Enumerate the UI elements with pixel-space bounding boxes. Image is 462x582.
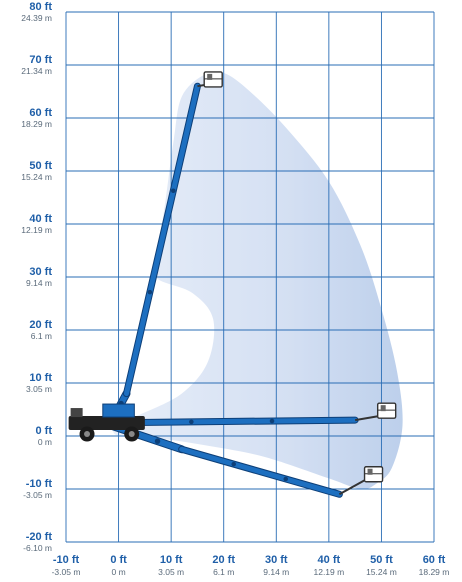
boom-lower-section-joint (154, 438, 161, 444)
lift-chassis (68, 403, 145, 442)
envelope-area (113, 71, 403, 490)
boom-main-section-joint (269, 418, 275, 424)
y-tick-label-ft: 10 ft (29, 372, 52, 384)
counterweight (70, 408, 83, 418)
y-tick-label-m: 3.05 m (26, 384, 52, 394)
x-tick-label-ft: 0 ft (110, 554, 127, 566)
platform-basket (338, 466, 384, 496)
boom-main-section (108, 417, 358, 426)
y-tick-label-m: 6.1 m (31, 331, 52, 341)
control-box (380, 405, 386, 412)
y-tick-label-ft: 30 ft (29, 266, 52, 278)
y-tick-label-ft: -10 ft (26, 478, 53, 490)
x-tick-label-m: 12.19 m (313, 567, 344, 577)
y-tick-label-m: -3.05 m (23, 490, 52, 500)
x-tick-label-m: 9.14 m (263, 567, 289, 577)
x-tick-label-ft: 60 ft (423, 554, 446, 566)
y-tick-label-m: -6.10 m (23, 543, 52, 553)
x-tick-label-ft: 50 ft (370, 554, 393, 566)
chassis-body (68, 416, 145, 431)
wheel-front-hub (128, 431, 135, 438)
jib-link (338, 478, 367, 496)
y-tick-label-m: 0 m (38, 437, 52, 447)
y-tick-label-ft: 20 ft (29, 319, 52, 331)
boom-main-section (123, 83, 200, 397)
x-tick-label-ft: 20 ft (212, 554, 235, 566)
x-tick-label-ft: -10 ft (53, 554, 80, 566)
boom-main-section-joint (283, 476, 289, 482)
x-axis-labels: -10 ft-3.05 m 0 ft0 m 10 ft3.05 m 20 ft6.1 … (52, 554, 450, 577)
y-tick-label-m: 15.24 m (21, 172, 52, 182)
boom-main-section-joint (147, 289, 153, 295)
y-tick-label-ft: 60 ft (29, 107, 52, 119)
x-tick-label-ft: 40 ft (318, 554, 341, 566)
x-tick-label-ft: 30 ft (265, 554, 288, 566)
y-tick-label-m: 21.34 m (21, 66, 52, 76)
boom-main-section-joint (189, 419, 194, 425)
y-tick-label-ft: 40 ft (29, 213, 52, 225)
y-tick-label-m: 9.14 m (26, 278, 52, 288)
boom-main-section-joint (171, 188, 176, 193)
turntable (102, 403, 135, 418)
jib-link (354, 415, 379, 422)
boom-main-section (179, 446, 342, 497)
y-tick-label-ft: -20 ft (26, 531, 53, 543)
y-tick-label-m: 24.39 m (21, 13, 52, 23)
x-tick-label-ft: 10 ft (160, 554, 183, 566)
platform-basket (197, 71, 223, 88)
y-tick-label-ft: 0 ft (36, 425, 53, 437)
x-tick-label-m: 15.24 m (366, 567, 397, 577)
y-tick-label-m: 12.19 m (21, 225, 52, 235)
x-tick-label-m: 3.05 m (158, 567, 184, 577)
y-tick-label-ft: 50 ft (29, 160, 52, 172)
x-tick-label-m: 6.1 m (213, 567, 234, 577)
y-tick-label-m: 18.29 m (21, 119, 52, 129)
wheel-rear-hub (84, 431, 91, 438)
control-box (367, 468, 373, 475)
x-tick-label-m: 18.29 m (419, 567, 450, 577)
x-tick-label-m: 0 m (111, 567, 125, 577)
y-tick-label-ft: 70 ft (29, 54, 52, 66)
y-tick-label-ft: 80 ft (29, 1, 52, 13)
platform-basket (354, 402, 397, 422)
x-tick-label-m: -3.05 m (52, 567, 81, 577)
control-box (207, 73, 213, 80)
boom-main-section-joint (231, 461, 236, 467)
boom-horizontal (107, 402, 397, 427)
working-envelope (113, 71, 403, 490)
